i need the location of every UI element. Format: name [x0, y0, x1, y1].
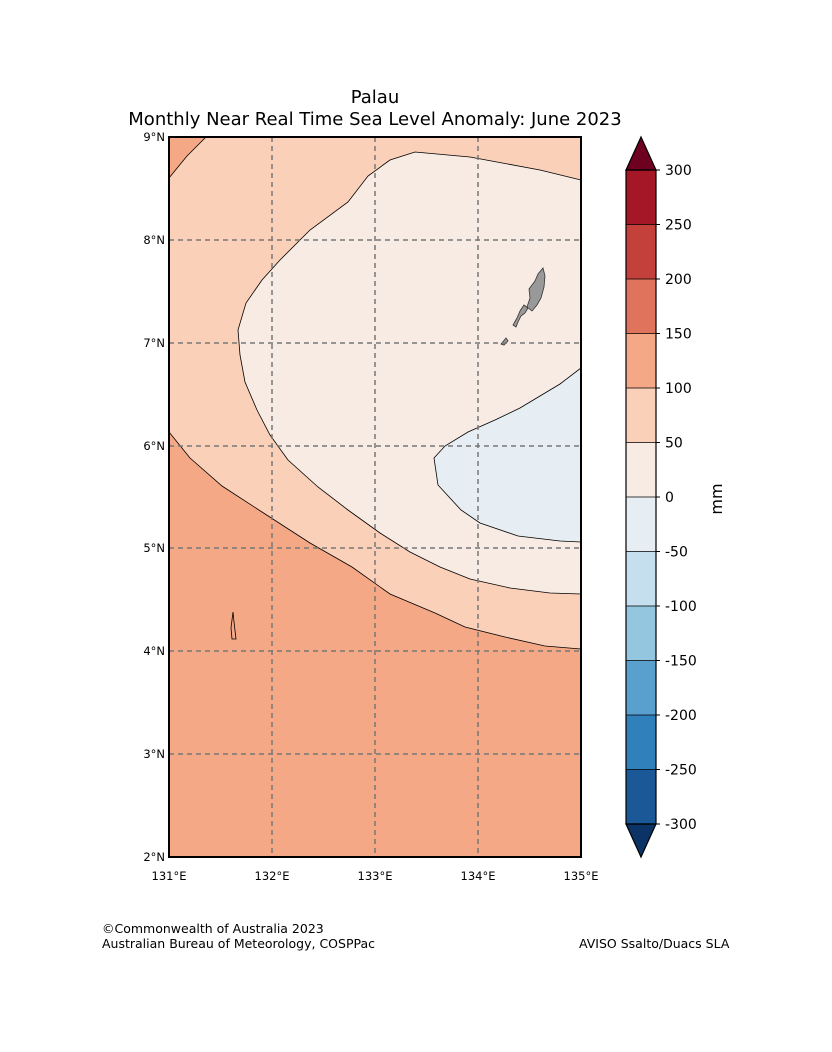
colorbar-segment — [626, 660, 656, 716]
lat-tick-label: 7°N — [143, 336, 165, 350]
agency-text: Australian Bureau of Meteorology, COSPPa… — [102, 936, 375, 951]
lat-tick-label: 4°N — [143, 644, 165, 658]
colorbar-tick-label: -50 — [665, 545, 688, 561]
colorbar-tick-label: 300 — [665, 163, 692, 179]
colorbar-segment — [626, 715, 656, 770]
lon-tick-label: 135°E — [564, 869, 599, 883]
lat-tick-label: 9°N — [143, 130, 165, 144]
colorbar-tick-label: -300 — [665, 817, 697, 833]
colorbar-segment — [626, 333, 656, 389]
colorbar-segment — [626, 170, 656, 225]
colorbar-segment — [626, 388, 656, 443]
palau-southern-islets — [512, 304, 529, 328]
colorbar-tick-label: 150 — [665, 327, 692, 343]
colorbar-tick-label: 50 — [665, 436, 683, 452]
lat-tick-label: 2°N — [143, 850, 165, 864]
colorbar-tick-label: -100 — [665, 599, 697, 615]
lat-tick-label: 5°N — [143, 541, 165, 555]
colorbar-tick-label: -200 — [665, 708, 697, 724]
contour-neg50-0 — [433, 367, 581, 543]
colorbar-under-triangle — [625, 823, 657, 859]
colorbar-over-triangle — [625, 135, 657, 171]
lat-tick-labels: 9°N 8°N 7°N 6°N 5°N 4°N 3°N 2°N — [143, 130, 165, 864]
colorbar: 300 250 200 150 100 50 0 -50 -100 -150 -200 -250 -30… — [625, 135, 726, 859]
lon-tick-label: 134°E — [461, 869, 496, 883]
colorbar-segments — [626, 170, 656, 825]
lon-tick-label: 132°E — [255, 869, 290, 883]
colorbar-segment — [626, 769, 656, 825]
colorbar-unit-label: mm — [707, 483, 726, 514]
colorbar-segment — [626, 279, 656, 334]
copyright-text: ©Commonwealth of Australia 2023 — [102, 921, 324, 936]
map-subtitle: Monthly Near Real Time Sea Level Anomaly… — [128, 109, 622, 130]
colorbar-segment — [626, 606, 656, 661]
lon-tick-labels: 131°E 132°E 133°E 134°E 135°E — [152, 869, 599, 883]
colorbar-ticks: 300 250 200 150 100 50 0 -50 -100 -150 -200 -250 -30… — [656, 163, 697, 833]
colorbar-segment — [626, 551, 656, 607]
colorbar-segment — [626, 497, 656, 552]
palau-main-island — [526, 267, 546, 312]
colorbar-tick-label: 250 — [665, 218, 692, 234]
sonsorol-island — [230, 611, 237, 640]
map-title: Palau — [350, 87, 400, 108]
data-source-text: AVISO Ssalto/Duacs SLA — [579, 936, 730, 951]
colorbar-tick-label: 100 — [665, 381, 692, 397]
lon-tick-label: 133°E — [358, 869, 393, 883]
lat-tick-label: 3°N — [143, 747, 165, 761]
colorbar-tick-label: 0 — [665, 490, 674, 506]
colorbar-segment — [626, 224, 656, 280]
lat-tick-label: 6°N — [143, 439, 165, 453]
gridlines — [169, 137, 581, 857]
colorbar-tick-label: -250 — [665, 763, 697, 779]
colorbar-segment — [626, 442, 656, 498]
colorbar-tick-label: -150 — [665, 654, 697, 670]
lat-tick-label: 8°N — [143, 233, 165, 247]
map-frame — [168, 136, 582, 858]
colorbar-tick-label: 200 — [665, 272, 692, 288]
lon-tick-label: 131°E — [152, 869, 187, 883]
